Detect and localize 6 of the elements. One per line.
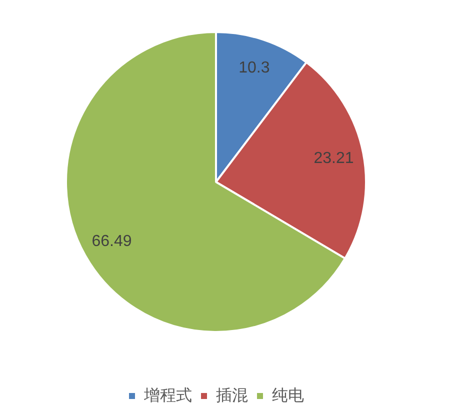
data-label: 66.49 xyxy=(92,232,132,250)
legend-label: 增程式 xyxy=(143,386,192,404)
data-label: 10.3 xyxy=(238,60,270,77)
legend-label: 纯电 xyxy=(272,386,304,404)
legend-label: 插混 xyxy=(216,387,248,404)
data-label: 23.21 xyxy=(314,150,354,168)
